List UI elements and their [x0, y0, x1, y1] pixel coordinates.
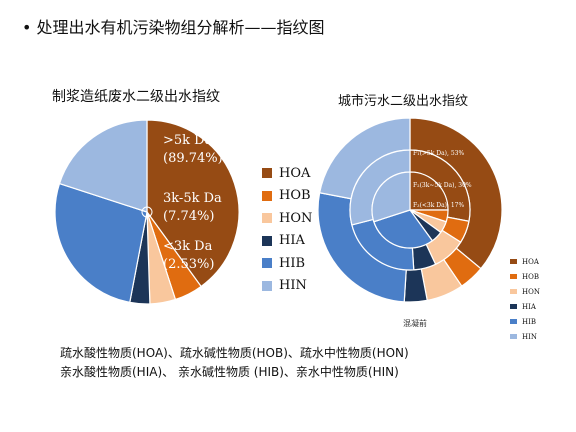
- left-pie-annotation: >5k Da: [163, 133, 213, 148]
- left-legend: HOA HOB HON HIA HIB HIN: [262, 162, 312, 297]
- right-chart-title: 城市污水二级出水指纹: [338, 94, 469, 109]
- legend-label: HOA: [522, 257, 539, 266]
- legend-item-hon: HON: [510, 284, 540, 299]
- legend-swatch: [510, 334, 517, 339]
- legend-item-hia: HIA: [262, 230, 312, 253]
- left-pie-slice-hin: [58, 119, 148, 213]
- left-pie-annotation: (2.53%): [163, 257, 214, 272]
- legend-swatch: [510, 274, 517, 279]
- legend-item-hoa: HOA: [510, 254, 540, 269]
- left-chart-title: 制浆造纸废水二级出水指纹: [52, 89, 220, 105]
- left-pie-annotation: 3k-5k Da: [163, 191, 222, 206]
- legend-item-hob: HOB: [510, 269, 540, 284]
- footnote-line: 亲水酸性物质(HIA)、 亲水碱性物质 (HIB)、亲水中性物质(HIN): [60, 365, 399, 379]
- left-pie-annotation: <3k Da: [163, 239, 213, 254]
- left-pie-slice-hoa: [146, 119, 240, 288]
- legend-label: HIB: [522, 317, 537, 326]
- legend-item-hib: HIB: [262, 252, 312, 275]
- legend-swatch: [262, 258, 272, 269]
- legend-item-hon: HON: [262, 207, 312, 230]
- right-chart-caption: 混凝前: [403, 319, 427, 328]
- legend-item-hin: HIN: [510, 329, 540, 344]
- slide-title-text: 处理出水有机污染物组分解析——指纹图: [36, 18, 325, 37]
- legend-label: HOB: [279, 188, 311, 204]
- footnote-line: 疏水酸性物质(HOA)、疏水碱性物质(HOB)、疏水中性物质(HON): [60, 346, 409, 360]
- legend-swatch: [262, 213, 272, 224]
- legend-label: HOA: [279, 165, 311, 181]
- right-inner-ring-slice-hib: [373, 209, 434, 249]
- legend-item-hib: HIB: [510, 314, 540, 329]
- legend-swatch: [262, 280, 272, 291]
- legend-label: HIN: [279, 278, 307, 294]
- legend-item-hob: HOB: [262, 185, 312, 208]
- legend-label: HON: [522, 287, 540, 296]
- right-pie-annotation: F₃(<3k Da), 17%: [413, 202, 464, 209]
- legend-swatch: [510, 304, 517, 309]
- legend-swatch: [262, 190, 272, 201]
- footnote: 疏水酸性物质(HOA)、疏水碱性物质(HOB)、疏水中性物质(HON) 亲水酸性…: [60, 344, 409, 382]
- legend-item-hia: HIA: [510, 299, 540, 314]
- right-inner-ring-slice-hoa: [409, 171, 449, 211]
- legend-swatch: [510, 259, 517, 264]
- legend-swatch: [510, 319, 517, 324]
- right-inner-ring-slice-hin: [371, 171, 411, 223]
- legend-label: HON: [279, 210, 313, 226]
- left-pie-annotation: (7.74%): [163, 209, 214, 224]
- right-legend: HOA HOB HON HIA HIB HIN: [510, 254, 540, 344]
- legend-label: HIA: [522, 302, 536, 311]
- right-pie-annotation: F₁(>5k Da), 53%: [413, 150, 464, 157]
- left-pie-chart: >5k Da (89.74%) 3k-5k Da (7.74%) <3k Da (2.53…: [55, 119, 240, 305]
- legend-item-hin: HIN: [262, 275, 312, 298]
- left-pie-annotation: (89.74%): [163, 151, 223, 166]
- right-pie-chart: F₁(>5k Da), 53% F₂(3k~5k Da), 30% F₃(<3k D…: [317, 117, 503, 303]
- right-pie-annotation: F₂(3k~5k Da), 30%: [413, 182, 472, 189]
- legend-label: HOB: [522, 272, 539, 281]
- legend-swatch: [262, 235, 272, 246]
- slide-title: • 处理出水有机污染物组分解析——指纹图: [22, 14, 325, 38]
- bullet: •: [22, 18, 32, 37]
- legend-label: HIB: [279, 255, 306, 271]
- legend-label: HIA: [279, 233, 305, 249]
- legend-swatch: [510, 289, 517, 294]
- legend-item-hoa: HOA: [262, 162, 312, 185]
- legend-label: HIN: [522, 332, 537, 341]
- left-pie-center-ring: [141, 206, 153, 218]
- legend-swatch: [262, 168, 272, 179]
- left-pie-slice-hib: [55, 182, 148, 304]
